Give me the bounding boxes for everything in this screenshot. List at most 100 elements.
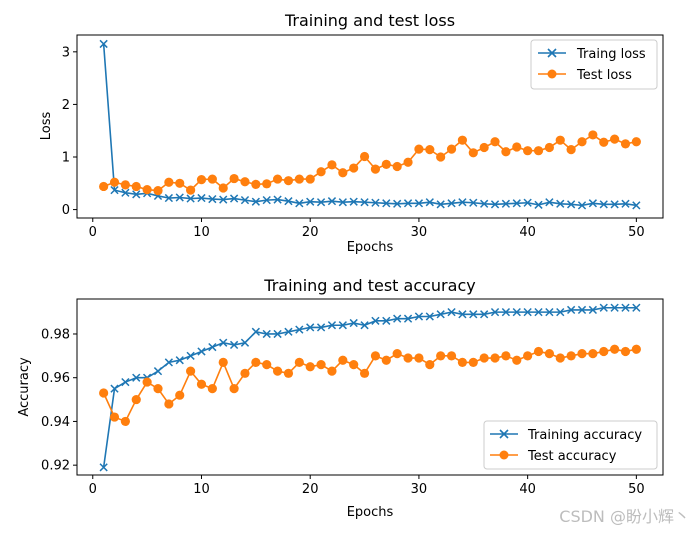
accuracy-point-training	[273, 329, 282, 339]
loss-point-training	[240, 195, 250, 205]
loss-point-training	[197, 193, 206, 203]
accuracy-point-training	[403, 314, 413, 323]
loss-legend: Traing loss Test loss	[530, 39, 658, 90]
loss-point-test	[631, 137, 641, 147]
accuracy-point-test	[533, 346, 544, 357]
loss-point-test	[403, 157, 413, 167]
loss-y-axis-label: Loss	[39, 112, 54, 141]
loss-point-training	[327, 197, 337, 206]
accuracy-point-test	[414, 353, 424, 363]
accuracy-point-test	[392, 349, 402, 359]
accuracy-point-test	[446, 351, 457, 361]
accuracy-point-test	[436, 351, 446, 361]
loss-point-test	[555, 135, 565, 145]
accuracy-point-test	[468, 357, 478, 368]
loss-x-axis-label: Epochs	[347, 240, 394, 255]
loss-point-test	[381, 159, 391, 169]
loss-y-tick-label: 3	[62, 45, 70, 60]
accuracy-point-training	[360, 321, 369, 330]
accuracy-point-training	[458, 310, 467, 319]
loss-point-training	[99, 39, 108, 49]
accuracy-point-test	[523, 351, 533, 361]
loss-x-tick-label: 40	[519, 225, 536, 240]
loss-point-test	[109, 177, 120, 187]
accuracy-legend-label-test: Test accuracy	[527, 449, 617, 464]
loss-point-test	[175, 178, 185, 188]
loss-point-test	[338, 168, 348, 178]
loss-x-ticks: 0 10 20 30 40 50	[89, 218, 645, 240]
loss-point-test	[142, 185, 152, 195]
accuracy-point-test	[555, 353, 565, 363]
accuracy-point-training	[534, 307, 543, 317]
loss-point-test	[501, 147, 511, 157]
accuracy-legend-marker-test	[499, 450, 509, 460]
accuracy-point-training	[219, 338, 228, 347]
loss-x-tick-label: 0	[89, 225, 97, 240]
accuracy-point-training	[295, 325, 304, 334]
accuracy-point-training	[338, 321, 347, 330]
accuracy-point-test	[610, 344, 620, 354]
accuracy-point-test	[327, 366, 337, 376]
loss-point-test	[131, 181, 141, 192]
accuracy-x-tick-label: 0	[89, 482, 97, 497]
accuracy-point-test	[359, 368, 370, 378]
loss-point-test	[544, 142, 554, 153]
loss-legend-marker-test	[547, 69, 557, 79]
accuracy-point-test	[316, 359, 326, 370]
accuracy-point-training	[186, 351, 195, 360]
loss-point-training	[110, 185, 119, 195]
accuracy-point-training	[240, 338, 250, 347]
accuracy-point-training	[197, 347, 206, 356]
accuracy-point-training	[371, 316, 380, 325]
loss-y-tick-label: 0	[62, 203, 70, 218]
accuracy-point-training	[306, 323, 315, 332]
loss-point-test	[153, 186, 163, 196]
loss-point-training	[121, 188, 130, 197]
loss-point-training	[512, 199, 521, 208]
loss-axes-frame	[76, 34, 664, 219]
accuracy-point-training	[588, 305, 598, 315]
accuracy-point-test	[338, 355, 348, 365]
loss-point-test	[207, 174, 217, 184]
accuracy-point-test	[588, 349, 598, 359]
loss-point-training	[273, 195, 282, 204]
loss-point-training	[219, 195, 228, 204]
loss-y-tick-label: 1	[62, 151, 70, 166]
loss-point-test	[436, 152, 446, 162]
accuracy-point-training	[164, 358, 173, 367]
accuracy-point-training	[110, 384, 119, 393]
loss-point-test	[283, 176, 294, 186]
accuracy-legend: Training accuracy Test accuracy	[483, 420, 658, 470]
loss-point-training	[349, 197, 358, 206]
loss-point-test	[370, 164, 381, 174]
accuracy-point-training	[175, 356, 184, 365]
accuracy-plot-area	[99, 303, 641, 472]
loss-point-training	[382, 199, 391, 208]
accuracy-x-tick-label: 40	[519, 482, 536, 497]
accuracy-point-test	[381, 355, 391, 365]
loss-point-training	[403, 199, 413, 208]
loss-y-ticks: 0 1 2 3	[62, 45, 77, 218]
loss-point-test	[229, 173, 239, 184]
loss-point-test	[305, 174, 315, 184]
accuracy-point-test	[305, 362, 315, 372]
loss-point-training	[425, 198, 434, 207]
accuracy-point-test	[262, 359, 272, 370]
accuracy-chart: Training and test accuracy 0.920.940.960…	[17, 276, 664, 520]
loss-point-test	[272, 174, 283, 184]
loss-point-training	[577, 201, 587, 210]
accuracy-point-training	[425, 312, 434, 321]
accuracy-point-test	[294, 357, 304, 368]
loss-point-training	[621, 199, 630, 208]
accuracy-point-test	[99, 388, 109, 398]
loss-point-training	[284, 197, 293, 206]
accuracy-point-test	[283, 368, 294, 378]
loss-point-test	[349, 163, 359, 173]
accuracy-legend-box	[483, 420, 658, 470]
loss-point-test	[479, 142, 489, 153]
accuracy-point-training	[610, 303, 619, 312]
accuracy-point-training	[469, 310, 478, 319]
accuracy-point-training	[501, 307, 511, 317]
accuracy-series-line-training	[102, 306, 637, 468]
accuracy-point-training	[523, 307, 532, 317]
